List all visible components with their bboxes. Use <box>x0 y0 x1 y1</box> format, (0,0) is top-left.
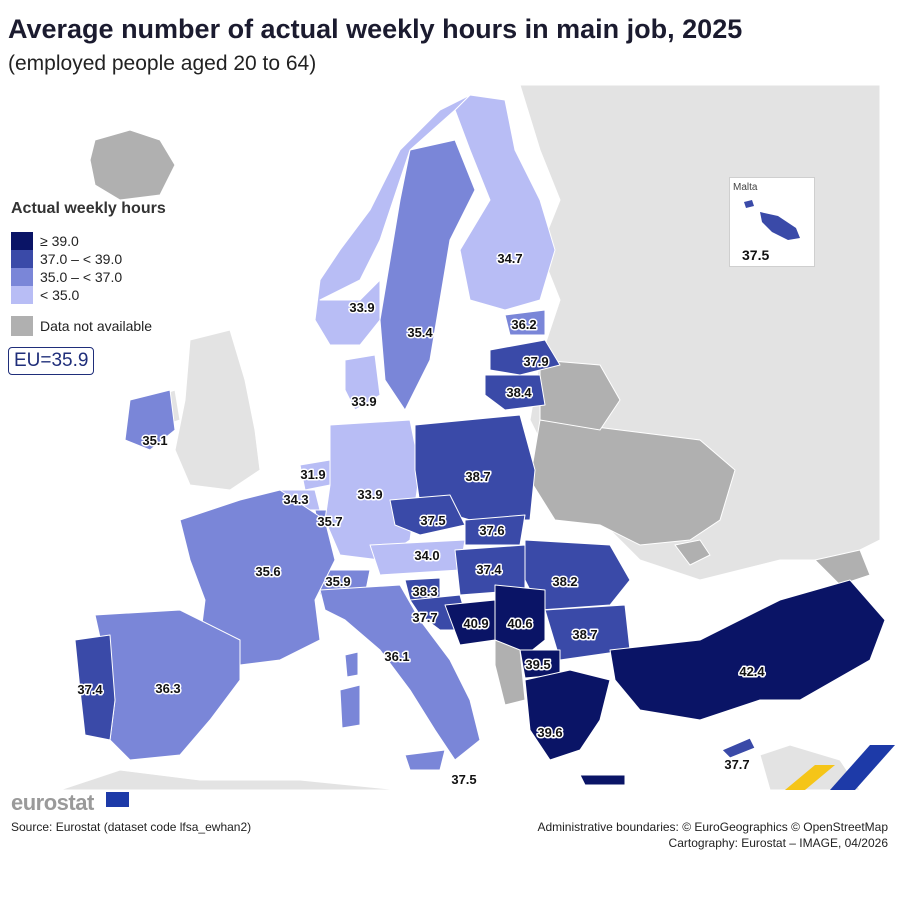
label-ireland: 35.1 <box>142 433 167 448</box>
boundaries-credit: Administrative boundaries: © EuroGeograp… <box>537 820 888 834</box>
label-france: 35.6 <box>255 564 280 579</box>
label-poland: 38.7 <box>465 469 490 484</box>
label-hungary: 37.4 <box>476 562 502 577</box>
eu-flag-icon <box>106 792 129 807</box>
label-austria: 34.0 <box>414 548 439 563</box>
crimea <box>674 539 711 566</box>
region-sardinia <box>339 684 361 729</box>
label-cyprus: 37.7 <box>724 757 749 772</box>
legend-item: 37.0 – < 39.0 <box>11 250 166 268</box>
legend-item: ≥ 39.0 <box>11 232 166 250</box>
legend-item: < 35.0 <box>11 286 166 304</box>
region-sweden <box>379 139 476 411</box>
region-corsica <box>344 651 359 678</box>
region-portugal <box>74 634 116 741</box>
region-montenegro-albania <box>494 639 526 706</box>
map-title: Average number of actual weekly hours in… <box>8 14 743 44</box>
label-slovakia: 37.6 <box>479 523 504 538</box>
label-north-macedonia: 39.5 <box>525 657 550 672</box>
map-subtitle: (employed people aged 20 to 64) <box>8 52 317 75</box>
label-greece: 39.6 <box>537 725 562 740</box>
great-britain <box>174 329 261 491</box>
legend-label: Data not available <box>40 318 153 334</box>
eu-average-badge: EU=35.9 <box>8 347 95 375</box>
region-romania <box>524 539 631 611</box>
source-note: Source: Eurostat (dataset code lfsa_ewha… <box>11 820 252 834</box>
label-germany: 33.9 <box>357 487 382 502</box>
label-finland: 34.7 <box>497 251 522 266</box>
region-italy <box>319 584 481 761</box>
legend-item-not-available: Data not available <box>11 316 166 336</box>
belarus <box>539 359 621 431</box>
legend-item: 35.0 – < 37.0 <box>11 268 166 286</box>
legend-swatch <box>11 232 33 250</box>
countries <box>74 94 886 786</box>
legend-label: ≥ 39.0 <box>40 233 79 249</box>
region-ireland <box>124 389 176 451</box>
legend-swatch <box>11 250 33 268</box>
inset-value: 37.5 <box>742 247 770 263</box>
legend-title: Actual weekly hours <box>11 200 166 217</box>
label-italy: 36.1 <box>384 649 409 664</box>
legend-swatch <box>11 286 33 304</box>
label-bulgaria: 38.7 <box>572 627 597 642</box>
region-crete <box>579 774 626 786</box>
label-switzerland: 35.9 <box>325 574 350 589</box>
georgia <box>814 549 871 586</box>
malta-shape <box>744 200 800 240</box>
region-turkey <box>609 579 886 721</box>
label-czechia: 37.5 <box>420 513 445 528</box>
label-lithuania: 38.4 <box>506 385 532 400</box>
legend-label: 35.0 – < 37.0 <box>40 269 123 285</box>
region-latvia <box>489 339 561 376</box>
legend-swatch <box>11 316 33 336</box>
label-croatia: 37.7 <box>412 610 437 625</box>
region-estonia <box>504 309 546 336</box>
region-denmark <box>344 354 381 411</box>
region-greece <box>524 669 611 761</box>
region-lithuania <box>484 374 546 411</box>
region-finland <box>454 94 556 311</box>
image-logo-icon <box>785 745 895 790</box>
region-czechia <box>389 494 466 536</box>
cartography-credit: Cartography: Eurostat – IMAGE, 04/2026 <box>668 836 888 850</box>
label-netherlands: 31.9 <box>300 467 325 482</box>
label-turkey: 42.4 <box>739 664 765 679</box>
label-denmark: 33.9 <box>351 394 376 409</box>
label-romania: 38.2 <box>552 574 577 589</box>
region-cyprus <box>721 737 756 759</box>
legend-swatch <box>11 268 33 286</box>
legend: Actual weekly hours ≥ 39.0 37.0 – < 39.0… <box>11 200 166 336</box>
label-latvia: 37.9 <box>523 354 548 369</box>
iceland <box>89 129 176 201</box>
malta-inset: Malta 37.5 <box>729 177 815 267</box>
label-serbia: 40.6 <box>507 616 532 631</box>
eurostat-logo: eurostat <box>11 790 94 815</box>
north-africa <box>59 769 401 790</box>
region-norway <box>314 94 471 346</box>
legend-label: 37.0 – < 39.0 <box>40 251 123 267</box>
label-sweden: 35.4 <box>407 325 433 340</box>
label-estonia: 36.2 <box>511 317 536 332</box>
region-france <box>179 489 336 666</box>
label-slovenia: 38.3 <box>412 584 437 599</box>
inset-title: Malta <box>733 182 758 193</box>
ukraine <box>529 419 736 546</box>
value-labels: 34.7 35.4 33.9 36.2 37.9 38.4 33.9 35.1 … <box>76 250 767 788</box>
label-norway: 33.9 <box>349 300 374 315</box>
label-belgium: 34.3 <box>283 492 308 507</box>
label-spain: 36.3 <box>155 681 180 696</box>
label-bosnia: 40.9 <box>463 616 488 631</box>
label-luxembourg: 35.7 <box>317 514 342 529</box>
region-sicily <box>404 749 446 771</box>
label-portugal: 37.4 <box>77 682 103 697</box>
legend-label: < 35.0 <box>40 287 80 303</box>
label-malta-main: 37.5 <box>451 772 476 787</box>
